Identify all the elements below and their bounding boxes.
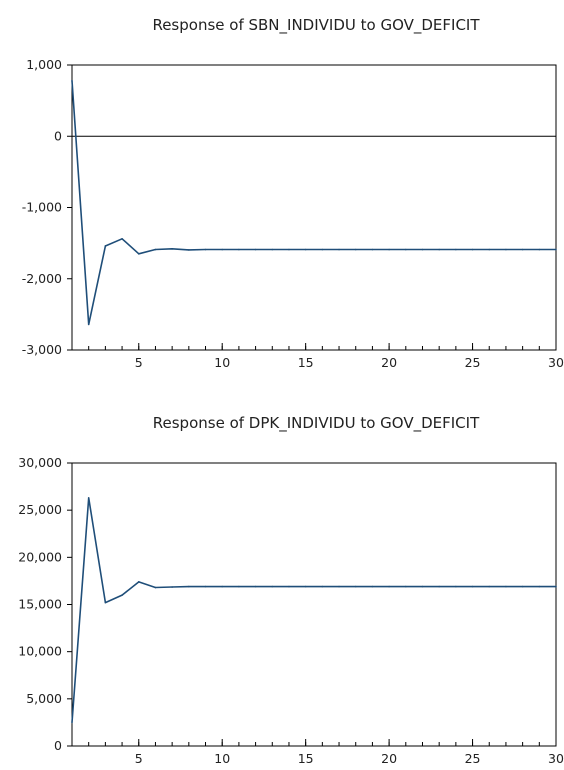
- data-point: [71, 721, 73, 724]
- y-tick-label: 0: [54, 738, 62, 753]
- data-point: [404, 585, 407, 588]
- data-point: [71, 79, 73, 82]
- data-point: [238, 585, 240, 588]
- data-point: [121, 594, 123, 596]
- y-tick-label: 20,000: [18, 549, 62, 564]
- data-point: [505, 248, 507, 251]
- data-point: [371, 248, 374, 251]
- data-point: [354, 248, 357, 251]
- x-tick-label: 15: [298, 751, 314, 766]
- series-line: [71, 497, 556, 723]
- chart-dpk-response: Response of DPK_INDIVIDU to GOV_DEFICIT 3…: [18, 414, 564, 766]
- data-point: [488, 585, 491, 588]
- data-point: [221, 248, 224, 251]
- data-point: [471, 248, 474, 251]
- data-point: [338, 585, 340, 588]
- y-tick-label: 10,000: [18, 644, 62, 659]
- x-tick-label: 10: [214, 355, 230, 370]
- y-tick-label: -3,000: [22, 342, 62, 357]
- data-point: [421, 585, 424, 588]
- data-point: [254, 585, 257, 588]
- data-point: [121, 238, 123, 240]
- data-point: [438, 585, 440, 588]
- x-tick-label: 10: [214, 751, 230, 766]
- data-point: [304, 585, 307, 588]
- chart-title: Response of DPK_INDIVIDU to GOV_DEFICIT: [153, 414, 480, 433]
- x-tick-label: 30: [548, 355, 564, 370]
- y-tick-label: -2,000: [22, 271, 62, 286]
- data-point: [404, 248, 407, 251]
- data-point: [455, 585, 457, 588]
- data-point: [521, 248, 524, 251]
- data-point: [555, 585, 557, 588]
- data-point: [87, 323, 90, 326]
- data-point: [438, 248, 440, 251]
- data-point: [288, 585, 290, 588]
- data-point: [471, 585, 474, 588]
- data-point: [455, 248, 457, 251]
- x-tick-label: 30: [548, 751, 564, 766]
- data-point: [388, 585, 390, 588]
- data-point: [521, 585, 524, 588]
- x-tick-label: 20: [381, 751, 397, 766]
- data-point: [87, 497, 90, 499]
- data-point: [371, 585, 374, 588]
- x-tick-label: 25: [465, 355, 481, 370]
- y-tick-label: 25,000: [18, 502, 62, 517]
- data-point: [104, 245, 107, 247]
- data-point: [488, 248, 491, 251]
- data-point: [388, 248, 390, 251]
- data-point: [304, 248, 307, 251]
- data-point: [505, 585, 507, 588]
- data-point: [171, 248, 173, 250]
- x-tick-label: 25: [465, 751, 481, 766]
- data-point: [354, 585, 357, 588]
- data-point: [188, 249, 190, 251]
- data-point: [104, 601, 107, 604]
- data-point: [321, 248, 324, 251]
- data-point: [254, 248, 257, 251]
- data-point: [271, 248, 274, 251]
- data-point: [538, 248, 541, 251]
- data-point: [188, 585, 190, 588]
- plot-frame: [71, 64, 557, 351]
- data-point: [221, 585, 224, 588]
- data-point: [171, 586, 173, 588]
- data-point: [137, 581, 140, 583]
- x-tick-label: 20: [381, 355, 397, 370]
- data-point: [421, 248, 424, 251]
- data-point: [154, 586, 157, 589]
- data-point: [238, 248, 240, 251]
- data-point: [338, 248, 340, 251]
- y-tick-label: 15,000: [18, 597, 62, 612]
- x-tick-label: 15: [298, 355, 314, 370]
- data-point: [538, 585, 541, 588]
- y-tick-label: 30,000: [18, 455, 62, 470]
- data-point: [271, 585, 274, 588]
- chart-title: Response of SBN_INDIVIDU to GOV_DEFICIT: [152, 16, 480, 35]
- data-point: [137, 253, 140, 255]
- y-tick-label: 0: [54, 128, 62, 143]
- y-tick-label: 1,000: [26, 57, 62, 72]
- data-point: [204, 248, 207, 251]
- y-tick-label: 5,000: [26, 691, 62, 706]
- data-point: [555, 248, 557, 251]
- data-point: [321, 585, 324, 588]
- plot-frame: [71, 462, 557, 747]
- x-tick-label: 5: [135, 355, 143, 370]
- series-line: [71, 80, 556, 326]
- y-tick-label: -1,000: [22, 200, 62, 215]
- chart-sbn-response: Response of SBN_INDIVIDU to GOV_DEFICIT 1…: [22, 16, 564, 370]
- data-point: [288, 248, 290, 251]
- data-point: [154, 248, 157, 251]
- x-tick-label: 5: [135, 751, 143, 766]
- data-point: [204, 585, 207, 588]
